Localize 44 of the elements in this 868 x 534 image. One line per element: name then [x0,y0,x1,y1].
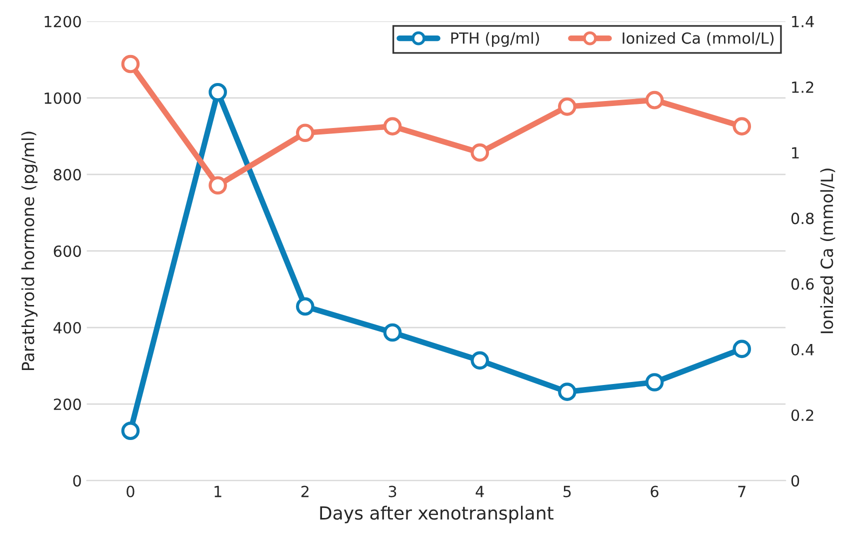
point [383,117,402,136]
point [732,117,752,136]
point [296,297,314,316]
x-tick-label: 1 [214,486,222,498]
point [208,82,227,102]
legend-label: Ionized Ca (mmol/L) [622,32,774,46]
y-tick-label: 1000 [44,92,81,104]
x-tick-label: 7 [738,486,746,498]
y-tick-label: 600 [54,245,81,257]
point [645,90,664,110]
point [645,373,664,392]
x-tick-label: 2 [301,486,308,498]
y2-tick-label: 0 [791,475,800,487]
x-axis-title: Days after xenotransplant [320,506,554,524]
point [383,323,402,342]
y-tick-label: 200 [54,398,81,410]
point [470,351,490,370]
y2-tick-label: 0.8 [791,212,814,224]
y-tick-label: 400 [54,322,81,334]
point [121,54,140,74]
x-tick-label: 6 [650,486,658,498]
point [208,176,227,195]
y2-tick-label: 1.2 [792,81,814,93]
y-axis-title: Parathyroid hormone (pg/ml) [21,132,38,370]
y-tick-label: 800 [54,168,81,180]
point [558,97,576,116]
point [732,340,752,358]
y-tick-label: 0 [73,475,81,487]
x-tick-label: 5 [564,486,571,498]
point [470,143,490,162]
y2-tick-label: 0.4 [791,344,814,356]
point [296,124,314,142]
y2-tick-label: 0.6 [791,278,814,290]
y2-tick-label: 0.2 [791,409,814,422]
y2-tick-label: 1 [792,147,799,158]
legend-label: PTH (pg/ml) [451,32,539,47]
point [121,422,140,440]
y-tick-label: 1200 [44,16,81,28]
x-tick-label: 0 [126,486,134,498]
x-tick-label: 3 [388,486,396,498]
x-tick-label: 4 [476,486,484,498]
point [558,382,576,401]
y2-tick-label: 1.4 [792,16,814,28]
y2-axis-title: Ionized Ca (mmol/L) [820,168,836,334]
